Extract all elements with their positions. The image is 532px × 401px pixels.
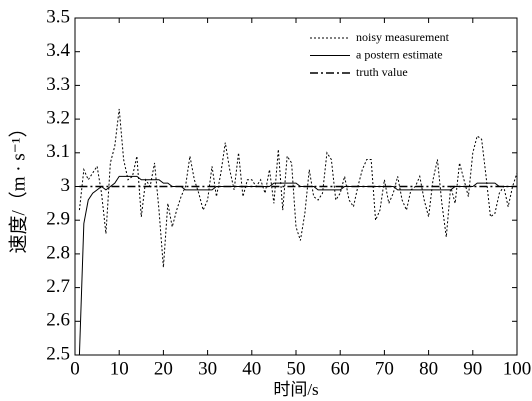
y-tick-label: 3.2 [46,107,70,128]
x-tick-label: 30 [198,358,217,379]
x-tick-label: 90 [463,358,482,379]
series-line [78,108,518,268]
y-tick-label: 2.6 [46,310,70,331]
x-tick-label: 0 [70,358,80,379]
y-tick-label: 3 [61,175,71,196]
y-tick-label: 3.1 [46,141,70,162]
y-tick-label: 3.3 [46,74,70,95]
y-tick-label: 2.7 [46,276,70,297]
x-tick-label: 80 [419,358,438,379]
y-tick-label: 2.9 [46,209,70,230]
x-tick-label: 20 [154,358,173,379]
y-tick-label: 2.8 [46,242,70,263]
y-tick-label: 2.5 [46,343,70,364]
legend-label: truth value [356,65,408,79]
x-tick-label: 60 [331,358,350,379]
legend-label: noisy measurement [356,30,450,44]
x-tick-label: 50 [287,358,306,379]
y-tick-label: 3.5 [46,6,70,27]
x-tick-label: 10 [110,358,129,379]
x-tick-label: 100 [503,358,532,379]
y-tick-label: 3.4 [46,40,70,61]
x-axis-label: 时间/s [273,380,318,399]
x-tick-label: 70 [375,358,394,379]
x-tick-label: 40 [242,358,261,379]
series-line [78,175,517,356]
legend-label: a postern estimate [356,47,443,61]
y-axis-label: 速度/（m · s⁻¹） [7,118,29,253]
